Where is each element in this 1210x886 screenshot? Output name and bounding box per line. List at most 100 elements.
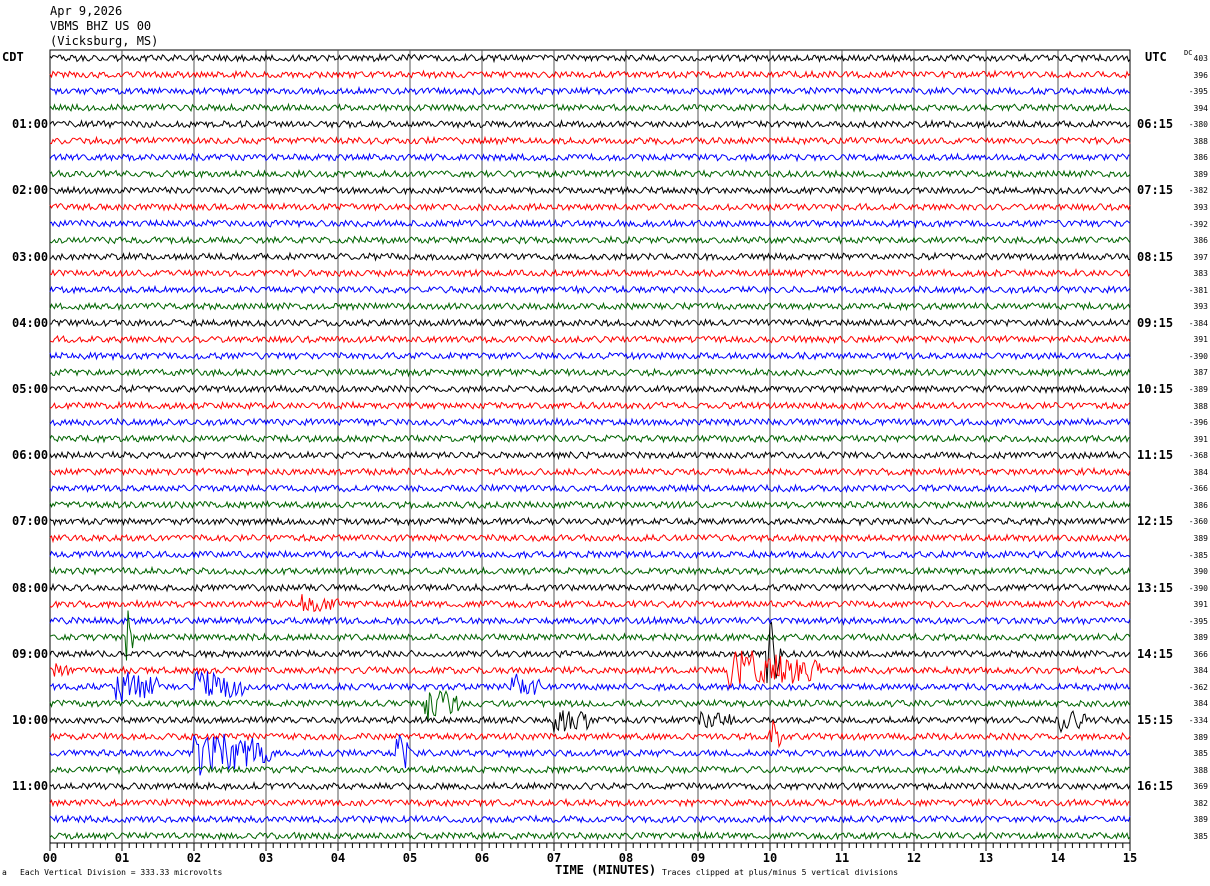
seismic-trace (49, 710, 1131, 734)
left-hour-label: 05:00 (12, 382, 49, 396)
seismic-trace (49, 621, 1131, 684)
scale-note: Each Vertical Division = 333.33 microvol… (20, 868, 223, 877)
seismic-trace (49, 830, 1131, 841)
dc-offset-value: -396 (1188, 418, 1208, 428)
dc-offset-value: 384 (1193, 666, 1208, 676)
x-tick-label: 14 (1050, 851, 1066, 865)
seismic-trace (49, 797, 1131, 808)
seismic-trace (49, 201, 1131, 212)
dc-offset-value: -384 (1188, 318, 1208, 328)
right-hour-label: 06:15 (1137, 117, 1174, 132)
seismic-trace (49, 85, 1131, 97)
dc-offset-value: -362 (1188, 682, 1208, 692)
dc-offset-value: 390 (1193, 567, 1208, 577)
clip-note: Traces clipped at plus/minus 5 vertical … (662, 868, 899, 877)
dc-offset-value: 386 (1193, 236, 1208, 246)
x-tick-label: 01 (114, 851, 130, 865)
dc-offset-value: -360 (1188, 517, 1208, 527)
station-label: VBMS BHZ US 00 (50, 19, 152, 33)
left-hour-label: 07:00 (12, 514, 49, 529)
right-hour-label: 08:15 (1137, 249, 1174, 264)
left-hour-label: 10:00 (12, 713, 49, 727)
left-hour-label: 06:00 (12, 448, 49, 463)
dc-offset-value: 383 (1193, 269, 1208, 279)
seismic-trace (49, 650, 1131, 690)
seismic-trace (49, 565, 1131, 577)
right-timezone: UTC (1145, 50, 1167, 64)
x-tick-label: 04 (330, 851, 346, 865)
right-hour-label: 16:15 (1137, 779, 1174, 794)
location-label: (Vicksburg, MS) (50, 34, 159, 48)
dc-offset-value: 394 (1193, 103, 1208, 113)
seismic-trace (49, 814, 1131, 825)
seismic-trace (49, 615, 1131, 627)
dc-offset-value: 391 (1193, 434, 1208, 444)
seismic-trace (49, 466, 1131, 477)
dc-offset-value: 382 (1193, 798, 1208, 808)
dc-offset-value: 387 (1193, 368, 1208, 378)
seismic-trace (49, 152, 1130, 163)
dc-offset-value: 389 (1193, 633, 1208, 643)
dc-offset-value: -395 (1188, 616, 1208, 626)
seismic-trace (49, 483, 1131, 494)
dc-offset-value: 391 (1193, 600, 1208, 610)
seismic-trace (49, 317, 1131, 328)
dc-offset-value: 388 (1193, 765, 1208, 775)
seismic-trace (49, 69, 1131, 80)
seismic-trace (49, 118, 1131, 130)
seismic-trace (49, 367, 1131, 378)
left-hour-label: 08:00 (12, 580, 49, 595)
seismic-trace (49, 251, 1131, 262)
x-tick-label: 15 (1122, 851, 1138, 865)
dc-offset-value: 389 (1193, 732, 1208, 742)
dc-offset-value: 385 (1193, 831, 1208, 841)
dc-offset-value: -390 (1188, 583, 1208, 593)
right-hour-label: 11:15 (1137, 448, 1174, 463)
seismic-trace (49, 670, 1131, 703)
dc-offset-value: -380 (1188, 120, 1208, 130)
seismic-trace (49, 268, 1131, 279)
dc-offset-value: 403 (1193, 54, 1208, 63)
seismic-trace (49, 416, 1131, 428)
dc-offset-value: 389 (1193, 815, 1208, 825)
left-hour-label: 02:00 (12, 183, 49, 198)
x-tick-label: 08 (618, 851, 634, 865)
seismic-trace (49, 549, 1131, 560)
seismic-trace (49, 334, 1131, 345)
x-tick-label: 05 (402, 851, 418, 865)
seismic-trace (49, 168, 1131, 179)
x-tick-label: 07 (546, 851, 562, 865)
seismic-trace (49, 433, 1131, 444)
plot-frame (49, 49, 1131, 844)
x-tick-label: 11 (834, 851, 850, 865)
x-tick-label: 10 (762, 851, 778, 865)
dc-offset-value: 393 (1193, 202, 1208, 212)
seismic-trace (49, 383, 1131, 395)
dc-offset-value: 389 (1193, 533, 1208, 543)
x-tick-label: 09 (690, 851, 706, 865)
dc-offset-value: 393 (1193, 302, 1208, 312)
dc-offset-value: -392 (1188, 219, 1208, 229)
dc-offset-value: 396 (1193, 70, 1208, 80)
seismic-trace (49, 235, 1131, 246)
seismic-trace (49, 532, 1131, 544)
right-hour-label: 15:15 (1137, 713, 1174, 727)
dc-offset-value: 388 (1193, 401, 1208, 411)
seismic-trace (49, 690, 1131, 722)
seismic-trace (49, 102, 1131, 113)
dc-offset-value: -334 (1188, 716, 1208, 725)
right-hour-label: 13:15 (1137, 580, 1174, 595)
dc-offset-value: 391 (1193, 335, 1208, 345)
dc-label: DC (1184, 49, 1193, 57)
dc-offset-value: 386 (1193, 500, 1208, 510)
seismic-trace (49, 780, 1131, 792)
x-tick-label: 06 (474, 851, 490, 865)
seismic-trace (49, 594, 1131, 613)
seismic-trace (49, 499, 1131, 510)
dc-offset-value: 366 (1193, 649, 1208, 659)
seismic-trace (49, 135, 1131, 146)
dc-offset-value: 384 (1193, 467, 1208, 477)
seismic-trace (49, 733, 1131, 776)
dc-offset-value: 388 (1193, 136, 1208, 146)
